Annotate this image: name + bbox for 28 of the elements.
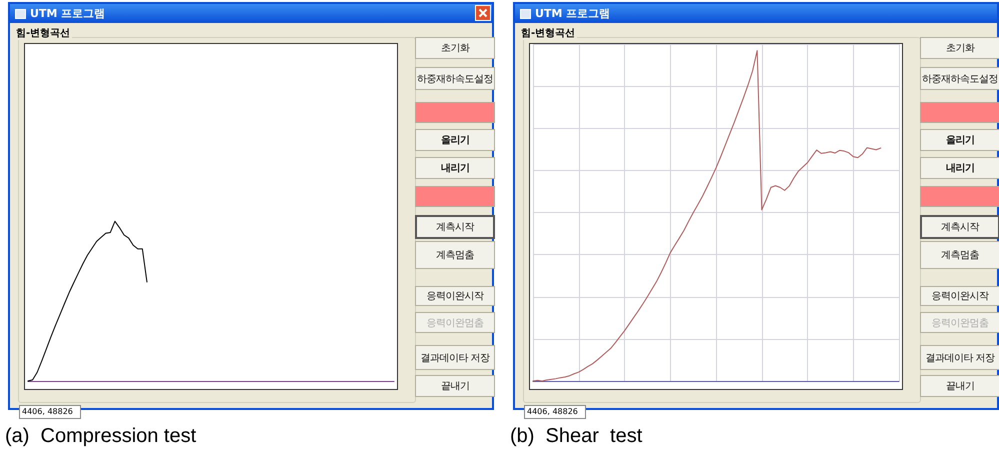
text: 하중재하속도설정 — [415, 67, 495, 90]
text: 내리기 — [415, 157, 495, 179]
text: 응력이완멈춤 — [920, 312, 999, 333]
text: 올리기 — [920, 129, 999, 151]
text: (b) Shear test — [510, 425, 642, 448]
text: (a) Compression test — [5, 425, 196, 448]
text: 계측멈춤 — [920, 241, 999, 269]
text: 응력이완시작 — [415, 286, 495, 306]
text: 초기화 — [415, 37, 495, 59]
text: 올리기 — [415, 129, 495, 151]
text: UTM 프로그램 — [515, 4, 997, 23]
text: 응력이완멈춤 — [415, 312, 495, 333]
text: UTM 프로그램 — [10, 4, 492, 23]
text: 4406, 48826 — [524, 405, 586, 419]
text: 계측시작 — [415, 215, 495, 239]
text: 힘-변형곡선 — [519, 26, 578, 40]
text: 하중재하속도설정 — [920, 67, 999, 90]
text: 계측시작 — [920, 215, 999, 239]
text: 계측멈춤 — [415, 241, 495, 269]
text: 끝내기 — [415, 375, 495, 397]
text: 4406, 48826 — [19, 405, 81, 419]
text: 내리기 — [920, 157, 999, 179]
text: 힘-변형곡선 — [14, 26, 72, 40]
text: 초기화 — [920, 37, 999, 59]
text: 끝내기 — [920, 375, 999, 397]
text: 응력이완시작 — [920, 286, 999, 306]
text: 결과데이타 저장 — [415, 345, 495, 370]
text: 결과데이타 저장 — [920, 345, 999, 370]
